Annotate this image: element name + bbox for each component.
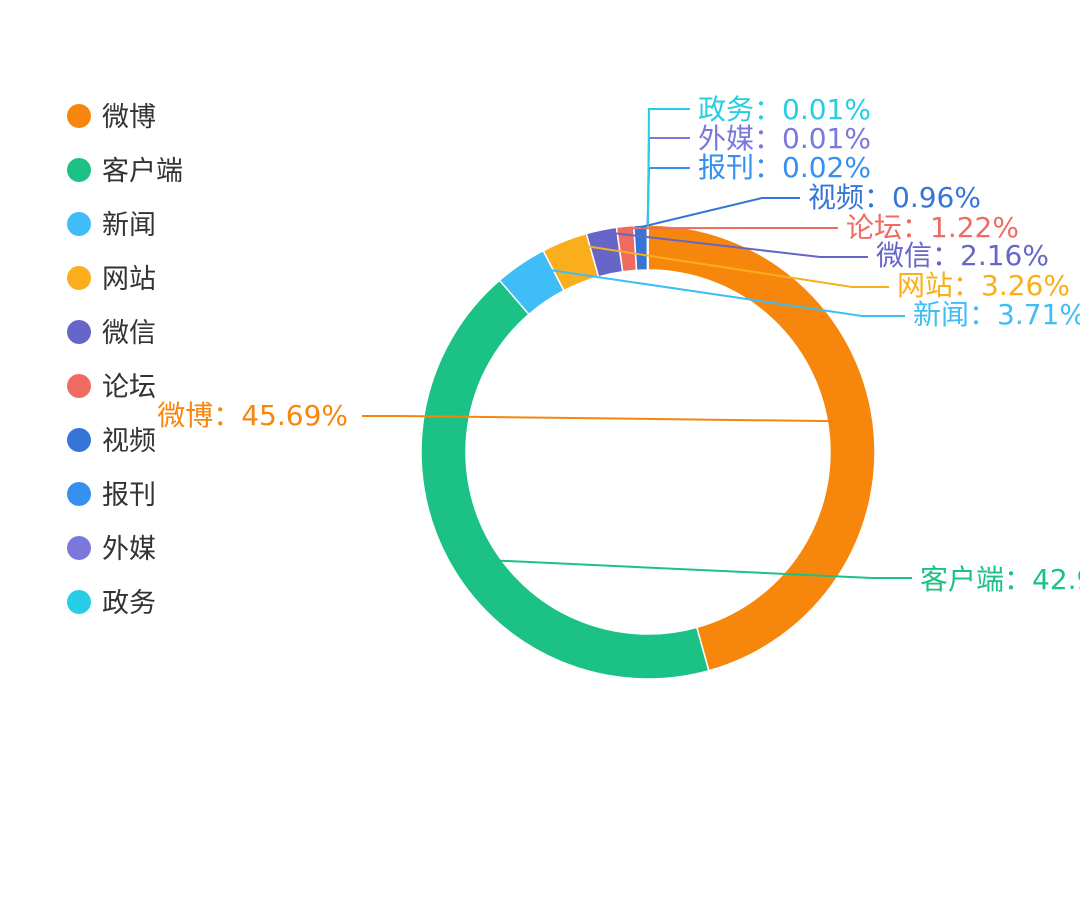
- leader-line: [564, 241, 889, 288]
- slice-label: 报刊：0.02%: [698, 151, 871, 184]
- slice-label: 微信：2.16%: [876, 239, 1049, 272]
- slice-label: 网站：3.26%: [897, 269, 1070, 302]
- legend-marker[interactable]: [67, 104, 91, 128]
- leader-line: [601, 230, 868, 258]
- leader-line: [521, 264, 905, 317]
- slice-label: 论坛：1.22%: [846, 211, 1019, 244]
- slice-label: 微博：45.69%: [157, 399, 348, 432]
- slice-7[interactable]: [632, 224, 649, 272]
- slice-1[interactable]: [647, 224, 876, 672]
- legend-label[interactable]: 客户端: [102, 156, 183, 187]
- legend-label[interactable]: 报刊: [102, 480, 156, 511]
- legend-label[interactable]: 政务: [102, 588, 156, 619]
- legend-marker[interactable]: [67, 266, 91, 290]
- legend-marker[interactable]: [67, 428, 91, 452]
- legend-marker[interactable]: [67, 590, 91, 614]
- legend-marker[interactable]: [67, 482, 91, 506]
- leader-line: [362, 415, 871, 423]
- legend-label[interactable]: 微信: [102, 318, 156, 349]
- legend-label[interactable]: 外媒: [102, 534, 156, 565]
- legend-marker[interactable]: [67, 374, 91, 398]
- slice-label: 新闻：3.71%: [913, 298, 1080, 331]
- slice-labels: 微博：45.69% 客户端：42.97% 新闻：3.71%网站：3.26%微信：2.…: [157, 93, 1080, 596]
- legend-marker[interactable]: [67, 212, 91, 236]
- legend-label[interactable]: 论坛: [102, 372, 156, 403]
- slice-2[interactable]: [420, 279, 710, 680]
- leader-line: [449, 557, 912, 579]
- slice-label: 外媒：0.01%: [698, 122, 871, 155]
- leader-line: [640, 197, 800, 229]
- legend-label[interactable]: 网站: [102, 264, 156, 295]
- slices: [420, 224, 876, 680]
- legend-label[interactable]: 视频: [102, 426, 156, 457]
- legend-label[interactable]: 新闻: [102, 210, 156, 241]
- slice-label: 视频：0.96%: [808, 181, 981, 214]
- legend-marker[interactable]: [67, 320, 91, 344]
- legend-marker[interactable]: [67, 158, 91, 182]
- leader-line: [646, 108, 690, 226]
- leader-lines: [362, 108, 912, 579]
- leader-line: [646, 137, 690, 226]
- slice-label: 客户端：42.97%: [920, 563, 1080, 596]
- legend-label[interactable]: 微博: [102, 102, 156, 133]
- slice-label: 政务：0.01%: [698, 93, 871, 126]
- legend-marker[interactable]: [67, 536, 91, 560]
